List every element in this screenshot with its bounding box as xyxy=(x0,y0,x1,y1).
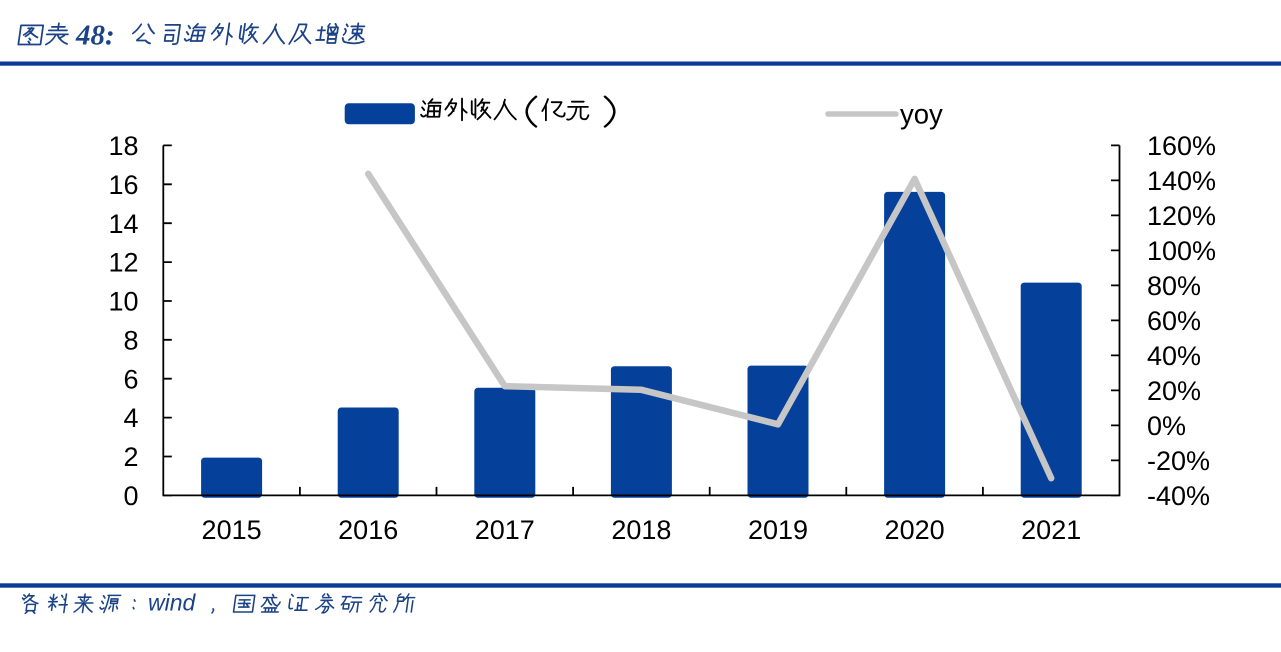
svg-text:2021: 2021 xyxy=(1021,515,1081,545)
svg-text:60%: 60% xyxy=(1147,306,1201,336)
svg-text:40%: 40% xyxy=(1147,341,1201,371)
svg-text:10: 10 xyxy=(108,287,138,317)
svg-text:80%: 80% xyxy=(1147,271,1201,301)
svg-text:-20%: -20% xyxy=(1147,446,1210,476)
svg-text:2015: 2015 xyxy=(202,515,262,545)
svg-text:2017: 2017 xyxy=(475,515,535,545)
svg-text:18: 18 xyxy=(108,131,138,161)
svg-text:160%: 160% xyxy=(1147,131,1216,161)
svg-text:2019: 2019 xyxy=(748,515,808,545)
svg-text:100%: 100% xyxy=(1147,236,1216,266)
svg-text:wind: wind xyxy=(148,590,197,616)
svg-text:120%: 120% xyxy=(1147,201,1216,231)
svg-text:-40%: -40% xyxy=(1147,481,1210,511)
svg-text:16: 16 xyxy=(108,170,138,200)
svg-text:12: 12 xyxy=(108,248,138,278)
svg-text:20%: 20% xyxy=(1147,376,1201,406)
svg-text:14: 14 xyxy=(108,209,138,239)
svg-text:2016: 2016 xyxy=(338,515,398,545)
svg-text:4: 4 xyxy=(123,403,138,433)
svg-text:0%: 0% xyxy=(1147,411,1186,441)
svg-text:2: 2 xyxy=(123,442,138,472)
svg-text:8: 8 xyxy=(123,325,138,355)
svg-text:2020: 2020 xyxy=(885,515,945,545)
svg-text:2018: 2018 xyxy=(611,515,671,545)
svg-text:140%: 140% xyxy=(1147,166,1216,196)
svg-text:48:: 48: xyxy=(75,20,115,52)
svg-text:6: 6 xyxy=(123,364,138,394)
svg-text:yoy: yoy xyxy=(900,99,943,130)
svg-text:0: 0 xyxy=(123,481,138,511)
